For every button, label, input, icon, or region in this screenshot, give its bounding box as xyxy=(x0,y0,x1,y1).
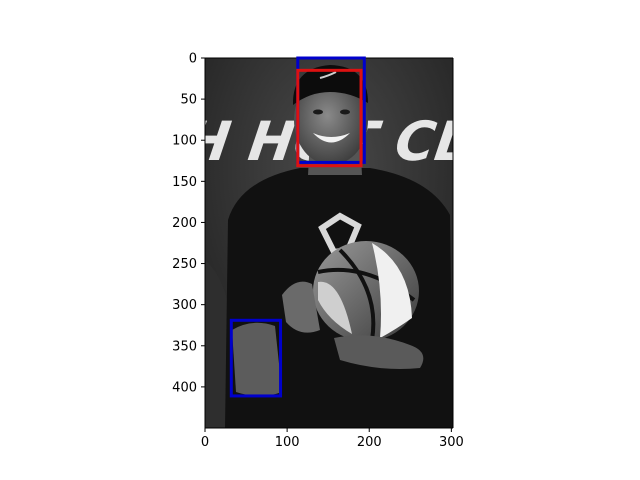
x-tick-label: 300 xyxy=(439,435,464,450)
y-tick-label: 250 xyxy=(172,257,197,272)
x-tick-label: 200 xyxy=(357,435,382,450)
x-tick-label: 100 xyxy=(275,435,300,450)
x-axis-ticks: 0 100 200 300 xyxy=(201,428,464,450)
y-tick-label: 200 xyxy=(172,216,197,231)
y-tick-label: 50 xyxy=(180,93,197,108)
photo: H HOT CLI xyxy=(205,58,453,428)
y-tick-label: 350 xyxy=(172,339,197,354)
detection-boxes xyxy=(229,56,366,398)
y-tick-label: 0 xyxy=(189,52,197,67)
blue-box-hand xyxy=(229,318,283,398)
red-box-face xyxy=(296,68,363,168)
y-tick-label: 300 xyxy=(172,298,197,313)
y-axis-ticks: 0 50 100 150 200 250 300 350 400 xyxy=(172,52,205,395)
y-tick-label: 100 xyxy=(172,134,197,149)
y-tick-label: 150 xyxy=(172,175,197,190)
x-tick-label: 0 xyxy=(201,435,209,450)
y-tick-label: 400 xyxy=(172,380,197,395)
